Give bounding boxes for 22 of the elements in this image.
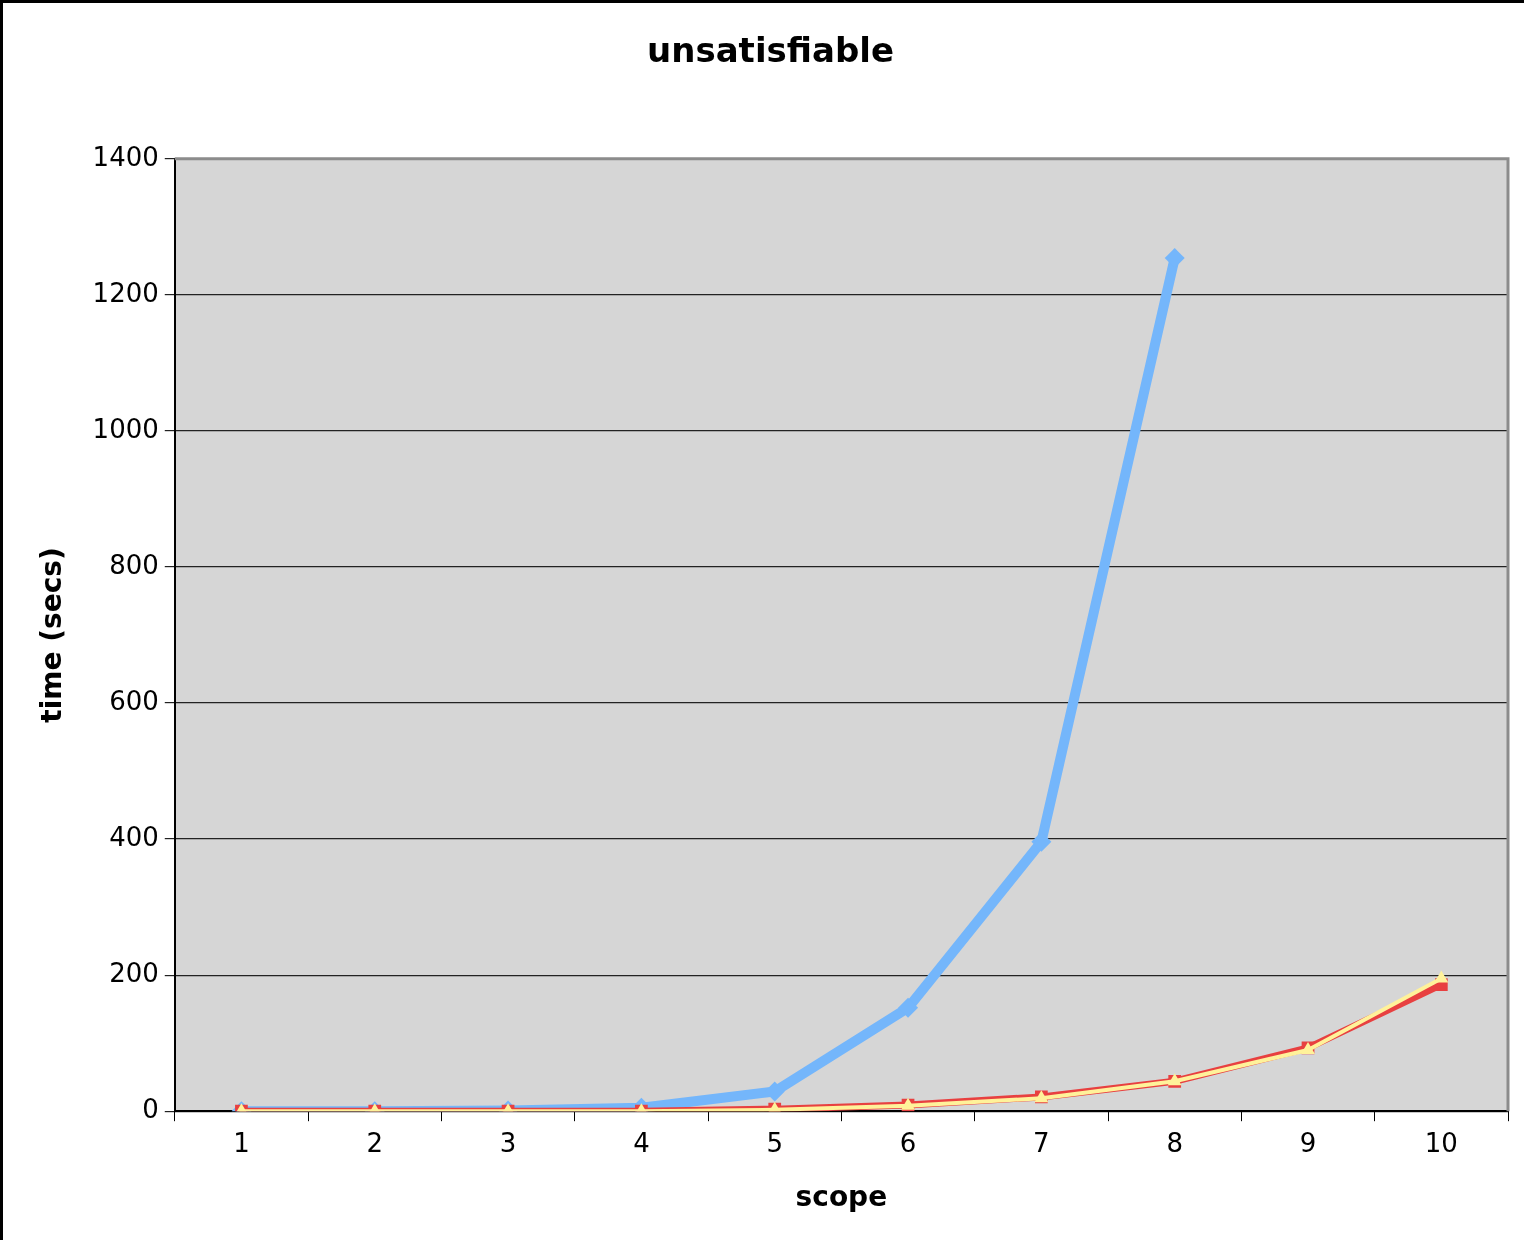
y-tick-label: 0 (142, 1093, 159, 1124)
x-tick-label: 1 (233, 1127, 250, 1158)
x-tick-label: 3 (499, 1127, 517, 1158)
point (1434, 970, 1449, 983)
y-tick-label: 200 (109, 957, 159, 988)
x-tick-label: 6 (899, 1127, 917, 1158)
x-tick-label: 9 (1299, 1127, 1317, 1158)
x-tick-label: 8 (1166, 1127, 1183, 1158)
x-tick-label: 7 (1033, 1127, 1050, 1158)
y-tick-label: 800 (109, 549, 159, 580)
x-axis-title: scope (795, 1180, 888, 1214)
y-tick-label: 1200 (92, 277, 159, 308)
y-tick-label: 600 (109, 685, 159, 716)
x-tick-label: 10 (1424, 1127, 1458, 1158)
x-tick-label: 2 (366, 1127, 384, 1158)
x-tick-label: 4 (633, 1127, 650, 1158)
chart-title: unsatisfiable (647, 30, 894, 71)
y-tick-label: 1000 (92, 413, 159, 444)
y-axis-title: time (secs) (35, 547, 69, 723)
y-tick-label: 1400 (92, 141, 159, 172)
x-tick-label: 5 (766, 1127, 783, 1158)
y-tick-label: 400 (109, 821, 159, 852)
